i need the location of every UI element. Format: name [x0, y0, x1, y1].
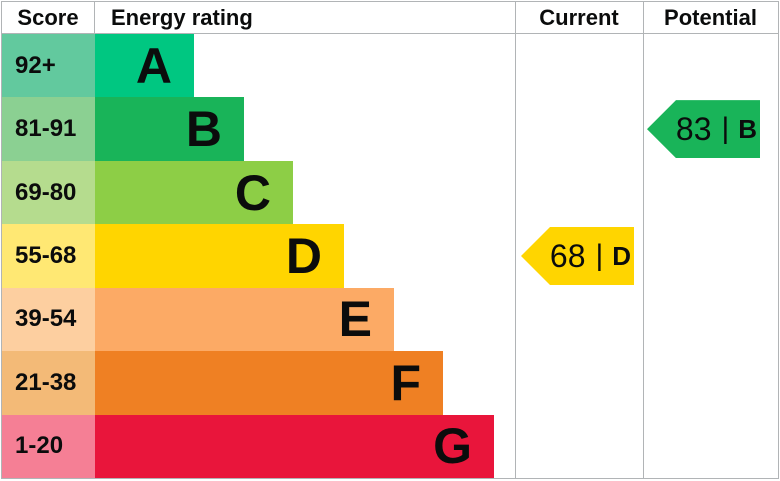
potential-band-letter: B	[738, 113, 758, 144]
band-bar: D	[95, 224, 344, 288]
band-letter: G	[433, 418, 472, 475]
band-score-range: 21-38	[2, 351, 95, 415]
potential-separator: |	[721, 112, 730, 146]
band-score-range: 1-20	[2, 414, 95, 478]
epc-band-row: 55-68 D	[2, 224, 778, 288]
band-bar: A	[95, 34, 194, 98]
column-divider-current	[515, 2, 516, 478]
epc-band-row: 69-80 C	[2, 160, 778, 225]
header-energy-rating: Energy rating	[111, 5, 253, 30]
band-score-range: 55-68	[2, 224, 95, 288]
epc-band-row: 92+ A	[2, 34, 778, 98]
header-potential: Potential	[664, 5, 757, 30]
column-divider-potential	[643, 2, 644, 478]
band-score-range: 92+	[2, 34, 95, 98]
band-score-range: 81-91	[2, 97, 95, 161]
current-score: 68	[549, 237, 586, 274]
potential-score: 83	[675, 110, 712, 147]
band-bar: E	[95, 287, 394, 352]
epc-band-row: 1-20 G	[2, 414, 778, 478]
epc-band-row: 21-38 F	[2, 351, 778, 415]
epc-band-row: 39-54 E	[2, 287, 778, 352]
band-bar: B	[95, 97, 244, 161]
chart-header-row: Score Energy rating Current Potential	[2, 2, 778, 34]
band-rows-container: 92+ A 81-91 B 69-80 C 55-68	[2, 34, 778, 478]
band-letter: B	[185, 101, 222, 158]
band-letter: F	[390, 354, 421, 411]
band-score-range: 39-54	[2, 287, 95, 352]
band-bar: G	[95, 414, 494, 478]
current-separator: |	[595, 239, 604, 272]
epc-band-row: 81-91 B	[2, 97, 778, 161]
band-score-range: 69-80	[2, 160, 95, 225]
band-bar: C	[95, 160, 293, 225]
current-band-letter: D	[612, 240, 632, 271]
band-letter: C	[234, 164, 271, 221]
band-letter: A	[135, 37, 172, 94]
band-bar: F	[95, 351, 443, 415]
band-letter: E	[338, 291, 372, 348]
band-letter: D	[285, 227, 322, 284]
header-current: Current	[539, 5, 619, 30]
header-score: Score	[2, 2, 95, 33]
